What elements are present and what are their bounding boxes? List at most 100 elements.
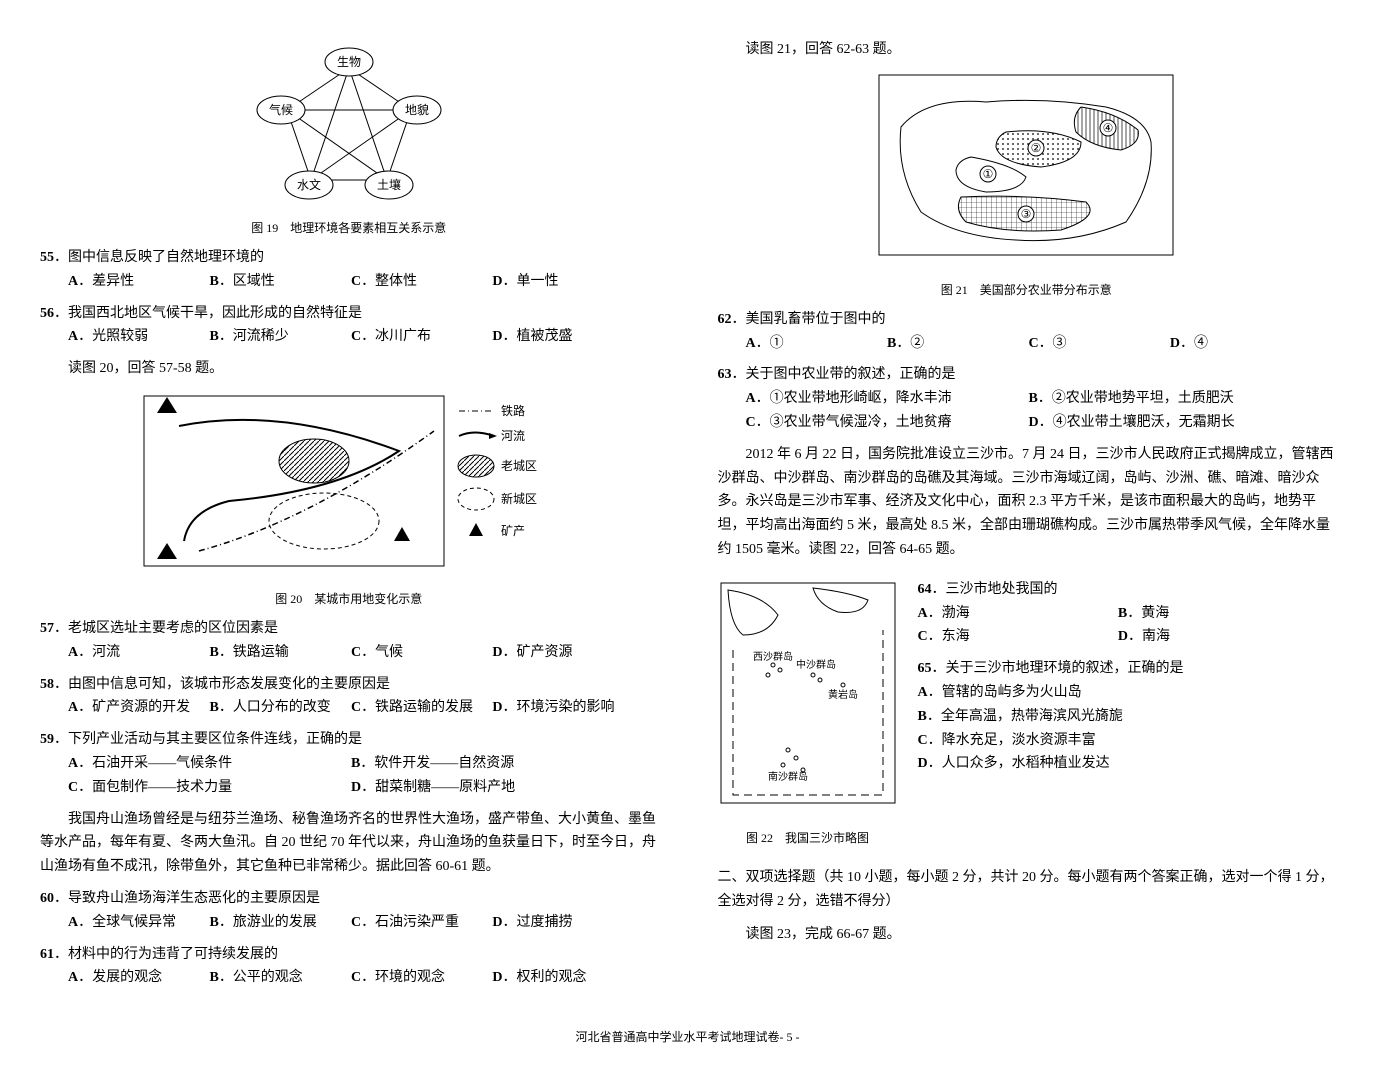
- question-63: 63．关于图中农业带的叙述，正确的是 A．①农业带地形崎岖，降水丰沛 B．②农业…: [718, 363, 1336, 434]
- q62-num: 62: [718, 312, 732, 327]
- figure-19-caption: 图 19 地理环境各要素相互关系示意: [40, 219, 658, 236]
- q57-stem: ．老城区选址主要考虑的区位因素是: [54, 621, 278, 636]
- q65-num: 65: [918, 661, 932, 676]
- q55-opt-b: B．区域性: [209, 270, 350, 294]
- svg-text:③: ③: [1021, 207, 1032, 221]
- q58-stem: ．由图中信息可知，该城市形态发展变化的主要原因是: [54, 677, 390, 692]
- question-61: 61．材料中的行为违背了可持续发展的 A．发展的观念 B．公平的观念 C．环境的…: [40, 943, 658, 991]
- q65-opt-b: B．全年高温，热带海滨风光旖旎: [918, 705, 1322, 729]
- q64-opt-d: D．南海: [1118, 625, 1318, 649]
- q56-opt-b: B．河流稀少: [209, 325, 350, 349]
- legend-mine: 矿产: [501, 524, 525, 538]
- q62-stem: ．美国乳畜带位于图中的: [732, 312, 886, 327]
- q55-num: 55: [40, 250, 54, 265]
- node-soil: 土壤: [377, 177, 401, 192]
- q56-stem: ．我国西北地区气候干旱，因此形成的自然特征是: [54, 306, 362, 321]
- q56-opt-d: D．植被茂盛: [492, 325, 633, 349]
- question-60: 60．导致舟山渔场海洋生态恶化的主要原因是 A．全球气候异常 B．旅游业的发展 …: [40, 887, 658, 935]
- legend-rail: 铁路: [501, 403, 525, 418]
- q60-opt-b: B．旅游业的发展: [209, 911, 350, 935]
- q61-num: 61: [40, 947, 54, 962]
- q60-opt-a: A．全球气候异常: [68, 911, 209, 935]
- svg-text:④: ④: [1103, 121, 1114, 135]
- sansha-map: 西沙群岛 中沙群岛 黄岩岛 南沙群岛: [718, 580, 898, 820]
- node-bio: 生物: [337, 55, 361, 69]
- q58-num: 58: [40, 677, 54, 692]
- figure-22-caption: 图 22 我国三沙市略图: [718, 829, 898, 846]
- q57-opt-b: B．铁路运输: [209, 641, 350, 665]
- question-65: 65．关于三沙市地理环境的叙述，正确的是 A．管辖的岛屿多为火山岛 B．全年高温…: [918, 657, 1336, 776]
- q64-opt-c: C．东海: [918, 625, 1118, 649]
- figure-21-caption: 图 21 美国部分农业带分布示意: [718, 281, 1336, 298]
- q65-opt-a: A．管辖的岛屿多为火山岛: [918, 681, 1322, 705]
- city-landuse-diagram: 铁路 河流 老城区 新城区 矿产: [139, 391, 559, 581]
- node-relief: 地貌: [405, 102, 429, 117]
- q64-num: 64: [918, 582, 932, 597]
- q61-opt-d: D．权利的观念: [492, 966, 633, 990]
- q55-opt-d: D．单一性: [492, 270, 633, 294]
- q62-opt-b: B．②: [887, 332, 1028, 356]
- legend-river: 河流: [501, 429, 525, 443]
- figure-19: 生物 气候 地貌 水文 土壤 图 19 地理环境各要素相互关系示意: [40, 40, 658, 236]
- q59-stem: ．下列产业活动与其主要区位条件连线，正确的是: [54, 732, 362, 747]
- question-59: 59．下列产业活动与其主要区位条件连线，正确的是 A．石油开采——气候条件 B．…: [40, 728, 658, 799]
- q57-opt-c: C．气候: [351, 641, 492, 665]
- q61-opt-b: B．公平的观念: [209, 966, 350, 990]
- instruction-fig23: 读图 23，完成 66-67 题。: [746, 923, 1336, 947]
- q58-opt-b: B．人口分布的改变: [209, 696, 350, 720]
- q59-opt-c: C．面包制作——技术力量: [68, 776, 351, 800]
- q55-opt-c: C．整体性: [351, 270, 492, 294]
- q63-opt-a: A．①农业带地形崎岖，降水丰沛: [746, 387, 1029, 411]
- node-hydro: 水文: [297, 177, 321, 192]
- question-56: 56．我国西北地区气候干旱，因此形成的自然特征是 A．光照较弱 B．河流稀少 C…: [40, 302, 658, 350]
- figure-20: 铁路 河流 老城区 新城区 矿产 图 20 某城市用地变化示意: [40, 391, 658, 607]
- q64-opt-b: B．黄海: [1118, 602, 1318, 626]
- q58-opt-a: A．矿产资源的开发: [68, 696, 209, 720]
- q56-opt-a: A．光照较弱: [68, 325, 209, 349]
- legend-new: 新城区: [501, 491, 537, 506]
- q59-opt-a: A．石油开采——气候条件: [68, 752, 351, 776]
- q63-opt-c: C．③农业带气候湿冷，土地贫瘠: [746, 411, 1029, 435]
- node-climate: 气候: [269, 102, 293, 117]
- q56-num: 56: [40, 306, 54, 321]
- legend-old: 老城区: [501, 459, 537, 473]
- q64-opt-a: A．渤海: [918, 602, 1118, 626]
- q63-num: 63: [718, 367, 732, 382]
- right-column: 读图 21，回答 62-63 题。: [718, 30, 1336, 998]
- figure-21: ① ② ③ ④ 图 21 美国部分农业带分布示意: [718, 72, 1336, 298]
- page-footer: 河北省普通高中学业水平考试地理试卷- 5 -: [40, 1028, 1335, 1045]
- q63-stem: ．关于图中农业带的叙述，正确的是: [732, 367, 956, 382]
- instruction-fig21: 读图 21，回答 62-63 题。: [718, 38, 1336, 62]
- q58-opt-d: D．环境污染的影响: [492, 696, 633, 720]
- q55-stem: ．图中信息反映了自然地理环境的: [54, 250, 264, 265]
- q61-opt-c: C．环境的观念: [351, 966, 492, 990]
- svg-text:②: ②: [1031, 141, 1042, 155]
- q63-opt-d: D．④农业带土壤肥沃，无霜期长: [1028, 411, 1311, 435]
- pentagon-diagram: 生物 气候 地貌 水文 土壤: [249, 40, 449, 210]
- question-57: 57．老城区选址主要考虑的区位因素是 A．河流 B．铁路运输 C．气候 D．矿产…: [40, 617, 658, 665]
- q63-opt-b: B．②农业带地势平坦，土质肥沃: [1028, 387, 1311, 411]
- q57-opt-a: A．河流: [68, 641, 209, 665]
- q58-opt-c: C．铁路运输的发展: [351, 696, 492, 720]
- context-64-65: 2012 年 6 月 22 日，国务院批准设立三沙市。7 月 24 日，三沙市人…: [718, 443, 1336, 562]
- context-60-61: 我国舟山渔场曾经是与纽芬兰渔场、秘鲁渔场齐名的世界性大渔场，盛产带鱼、大小黄鱼、…: [40, 808, 658, 879]
- q57-num: 57: [40, 621, 54, 636]
- q65-opt-c: C．降水充足，淡水资源丰富: [918, 729, 1322, 753]
- q65-opt-d: D．人口众多，水稻种植业发达: [918, 752, 1322, 776]
- q60-opt-c: C．石油污染严重: [351, 911, 492, 935]
- svg-text:①: ①: [983, 167, 994, 181]
- question-62: 62．美国乳畜带位于图中的 A．① B．② C．③ D．④: [718, 308, 1336, 356]
- us-ag-belt-map: ① ② ③ ④: [876, 72, 1176, 272]
- label-zhongsha: 中沙群岛: [796, 658, 836, 671]
- question-64: 64．三沙市地处我国的 A．渤海 B．黄海 C．东海 D．南海: [918, 578, 1336, 649]
- q64-stem: ．三沙市地处我国的: [932, 582, 1058, 597]
- q61-opt-a: A．发展的观念: [68, 966, 209, 990]
- left-column: 生物 气候 地貌 水文 土壤 图 19 地理环境各要素相互关系示意 55．图中信…: [40, 30, 658, 998]
- figure-20-caption: 图 20 某城市用地变化示意: [40, 590, 658, 607]
- q59-num: 59: [40, 732, 54, 747]
- q57-opt-d: D．矿产资源: [492, 641, 633, 665]
- label-huangyan: 黄岩岛: [828, 688, 858, 701]
- q62-opt-c: C．③: [1028, 332, 1169, 356]
- label-nansha: 南沙群岛: [768, 770, 808, 783]
- question-58: 58．由图中信息可知，该城市形态发展变化的主要原因是 A．矿产资源的开发 B．人…: [40, 673, 658, 721]
